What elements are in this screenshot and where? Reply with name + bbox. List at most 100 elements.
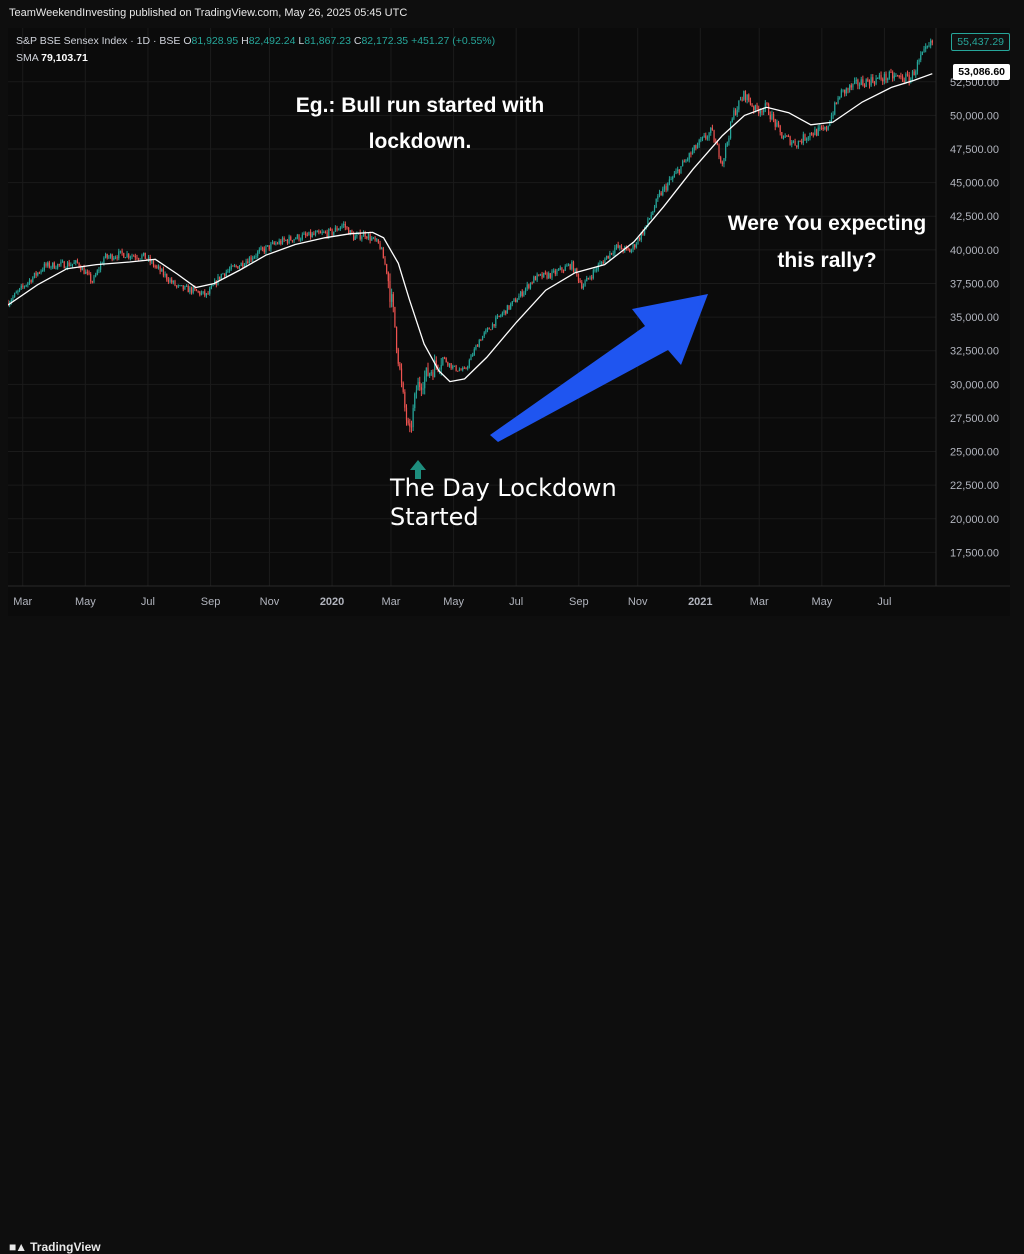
candle-body: [45, 263, 47, 266]
candle-body: [319, 232, 322, 234]
candle-body: [43, 263, 45, 270]
candle-body: [400, 368, 403, 383]
candle-body: [650, 214, 652, 219]
candle-body: [538, 274, 540, 276]
candle-body: [281, 238, 284, 244]
candle-body: [698, 140, 700, 146]
candle-body: [338, 228, 340, 231]
candle-body: [490, 329, 492, 331]
symbol-title[interactable]: S&P BSE Sensex Index · 1D · BSE: [16, 35, 181, 47]
candle-body: [409, 423, 411, 427]
candle-body: [248, 257, 251, 264]
candle-body: [665, 186, 667, 191]
candle-body: [164, 274, 166, 276]
candle-body: [119, 250, 122, 252]
candle-body: [386, 264, 388, 273]
candle-body: [445, 358, 447, 363]
y-tick-label: 50,000.00: [950, 110, 999, 122]
candle-body: [362, 232, 365, 237]
candle-body: [584, 281, 586, 286]
candle-body: [326, 232, 328, 237]
candle-body: [505, 310, 507, 314]
candle-body: [574, 268, 576, 273]
candle-body: [787, 135, 790, 137]
sma-price-tag: 53,086.60: [953, 64, 1010, 80]
candle-body: [567, 264, 570, 266]
candle-body: [472, 355, 474, 357]
candle-body: [28, 280, 31, 283]
candle-body: [835, 102, 838, 104]
candle-body: [777, 122, 780, 126]
candle-body: [589, 277, 591, 279]
candle-body: [830, 115, 833, 123]
candle-body: [705, 135, 707, 139]
candle-body: [220, 274, 222, 280]
candle-body: [288, 236, 290, 244]
candle-body: [17, 290, 19, 293]
candle-body: [452, 366, 454, 369]
candle-body: [877, 77, 879, 79]
candle-body: [250, 257, 252, 260]
lockdown-marker-icon: [410, 460, 426, 479]
candle-body: [308, 231, 310, 236]
candle-body: [713, 130, 715, 142]
candle-body: [194, 287, 196, 290]
candle-body: [233, 265, 236, 267]
candle-body: [607, 255, 609, 259]
candle-body: [882, 79, 884, 82]
candle-body: [356, 234, 358, 237]
annotation-bull-run: Eg.: Bull run started with lockdown.: [295, 94, 545, 153]
annotation-rally-question: Were You expecting this rally?: [727, 212, 927, 272]
candle-body: [154, 266, 156, 268]
candle-body: [526, 284, 528, 289]
candle-body: [716, 141, 718, 145]
tradingview-logo[interactable]: ■▲ TradingView: [9, 1240, 101, 1254]
x-tick-label: 2020: [320, 596, 344, 608]
candle-body: [668, 179, 671, 184]
sma-legend[interactable]: SMA 79,103.71: [16, 52, 88, 64]
candle-body: [892, 72, 894, 79]
candle-body: [794, 141, 796, 146]
candle-body: [908, 75, 910, 83]
candle-body: [138, 258, 140, 260]
candle-body: [468, 360, 470, 367]
candle-body: [763, 108, 765, 113]
candle-body: [711, 127, 713, 131]
candle-body: [605, 255, 608, 259]
candle-body: [807, 137, 809, 139]
candle-body: [217, 276, 219, 285]
x-tick-label: May: [443, 596, 464, 608]
candle-body: [109, 254, 112, 257]
candle-body: [14, 293, 16, 297]
candle-body: [688, 153, 690, 160]
candle-body: [548, 273, 550, 279]
candle-body: [224, 273, 226, 276]
sensex-chart[interactable]: 17,500.00 20,000.00 22,500.00 25,000.00 27,5…: [8, 28, 1010, 616]
candle-body: [407, 420, 409, 424]
candle-body: [926, 46, 928, 48]
candle-body: [222, 273, 224, 275]
candle-body: [219, 276, 221, 280]
publish-bar: TeamWeekendInvesting published on Tradin…: [0, 0, 1024, 28]
candle-body: [48, 262, 50, 268]
candle-body: [473, 349, 475, 356]
candle-body: [663, 186, 666, 189]
candle-body: [376, 239, 378, 241]
candle-body: [726, 142, 728, 146]
candle-body: [880, 75, 882, 80]
candle-body: [553, 270, 555, 272]
candle-body: [890, 71, 892, 73]
chart-area[interactable]: [8, 28, 1010, 616]
candle-body: [185, 285, 188, 287]
candle-body: [20, 285, 22, 289]
candle-body: [323, 232, 325, 234]
candle-body: [389, 281, 391, 302]
candle-body: [756, 105, 758, 110]
candle-body: [905, 74, 907, 82]
candle-body: [85, 271, 87, 274]
candle-body: [781, 132, 783, 139]
candle-body: [485, 330, 487, 333]
candle-body: [171, 279, 173, 283]
candle-body: [486, 328, 489, 331]
candle-body: [290, 236, 292, 241]
